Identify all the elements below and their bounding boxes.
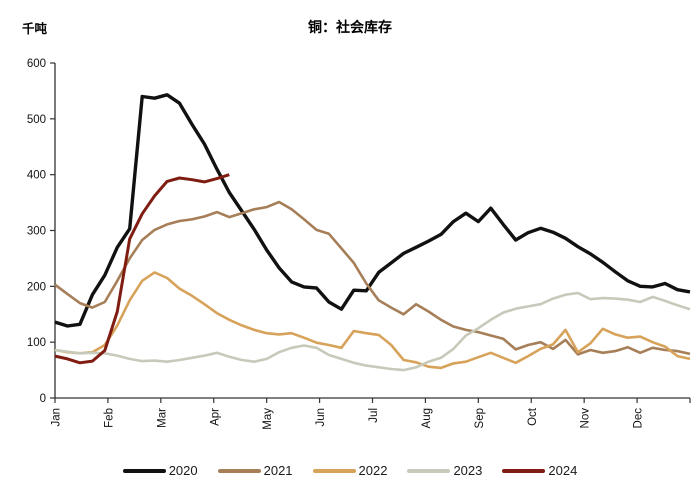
- series-line-2023: [54, 291, 691, 372]
- legend-swatch-2021: [217, 468, 261, 473]
- chart-title: 铜：社会库存: [308, 19, 392, 35]
- x-tick-label: Mar: [156, 408, 168, 428]
- series-line-2022: [54, 271, 691, 370]
- y-tick-label: 100: [27, 337, 46, 349]
- x-tick-label: Dec: [633, 408, 645, 429]
- legend-item-2024: 2024: [502, 463, 577, 478]
- legend-label: 2024: [548, 463, 578, 478]
- legend-label: 2023: [453, 463, 483, 478]
- y-axis-unit-label: 千吨: [22, 22, 48, 36]
- legend-item-2023: 2023: [407, 463, 482, 478]
- y-tick-label: 300: [27, 226, 46, 238]
- y-tick-label: 600: [27, 58, 46, 70]
- x-tick-label: Sep: [474, 408, 486, 428]
- y-tick-label: 400: [27, 170, 46, 182]
- x-tick-label: May: [262, 408, 274, 430]
- legend-swatch-2024: [502, 468, 546, 473]
- x-tick-label: Aug: [421, 408, 433, 428]
- y-tick-label: 500: [27, 114, 46, 126]
- x-tick-label: Nov: [580, 408, 592, 429]
- series-line-2021: [54, 200, 691, 356]
- x-tick-label: Jan: [51, 408, 63, 427]
- legend-swatch-2020: [122, 468, 166, 473]
- series-line-2020: [54, 93, 691, 328]
- legend-item-2020: 2020: [122, 463, 198, 478]
- legend-label: 2022: [358, 463, 388, 478]
- legend-label: 2020: [168, 463, 198, 478]
- x-tick-label: Jul: [368, 408, 380, 423]
- x-tick-label: Apr: [209, 408, 221, 426]
- x-tick-label: Oct: [527, 407, 539, 426]
- legend-item-2022: 2022: [312, 463, 388, 478]
- legend: 2020 2021 2022 2023 2024: [0, 463, 700, 478]
- x-tick-label: Feb: [103, 408, 115, 428]
- legend-swatch-2023: [407, 468, 451, 473]
- legend-item-2021: 2021: [217, 463, 293, 478]
- legend-swatch-2022: [312, 468, 356, 473]
- x-tick-label: Jun: [315, 408, 327, 427]
- series-line-2024: [54, 173, 230, 365]
- legend-label: 2021: [263, 463, 293, 478]
- y-tick-label: 0: [40, 393, 46, 405]
- y-tick-label: 200: [27, 281, 46, 293]
